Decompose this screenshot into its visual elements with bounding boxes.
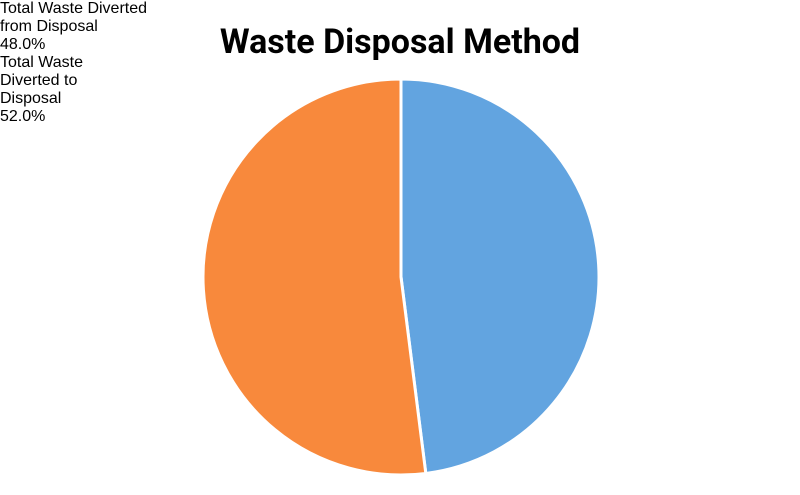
category-label: Total Waste Diverted to Disposal [0, 54, 83, 107]
pie-slice [201, 77, 428, 477]
value-label: 48.0% [0, 36, 46, 53]
slice-label: Total Waste Diverted from Disposal 48.0% [0, 0, 150, 54]
category-label: Total Waste Diverted from Disposal [0, 0, 148, 35]
pie-slice [399, 77, 601, 476]
value-label: 52.0% [0, 108, 46, 125]
chart-title: Waste Disposal Method [220, 22, 580, 62]
slice-label: Total Waste Diverted to Disposal 52.0% [0, 54, 122, 126]
